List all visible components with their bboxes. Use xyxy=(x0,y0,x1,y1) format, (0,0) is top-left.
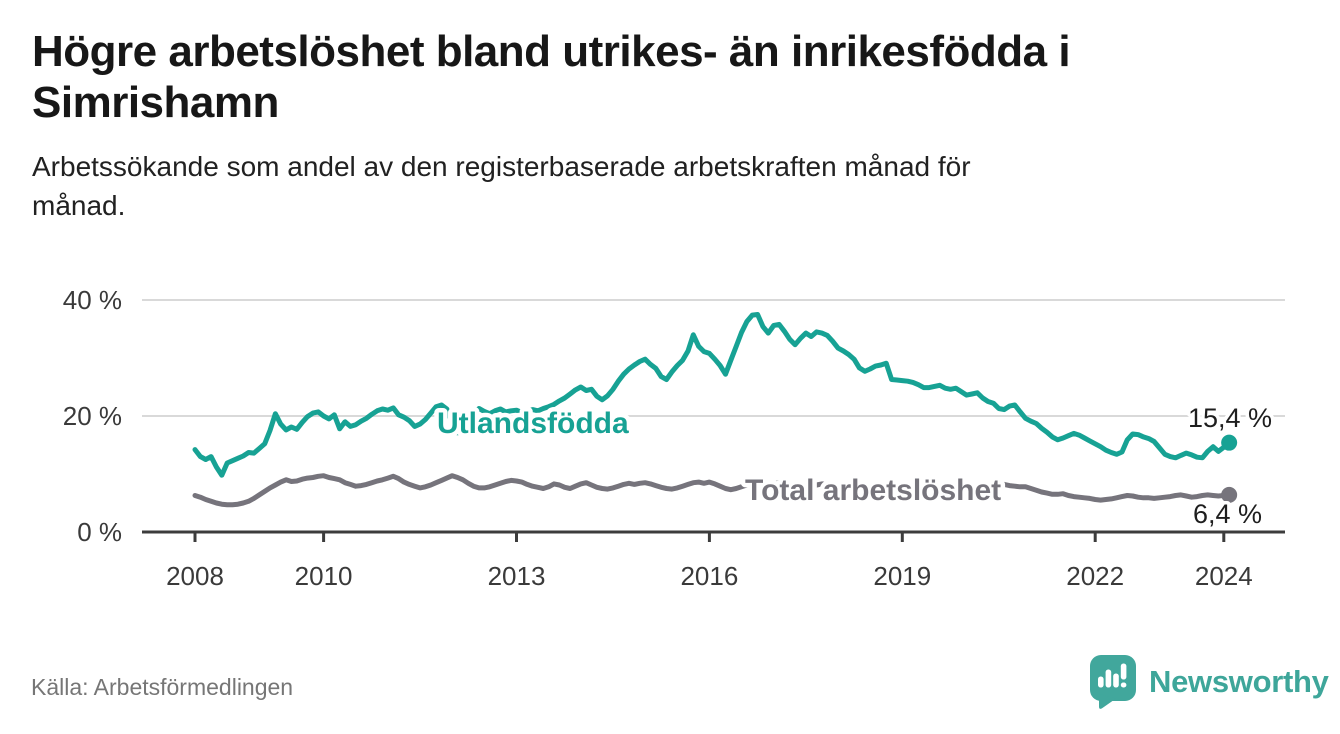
x-axis-label-2019: 2019 xyxy=(873,561,931,591)
y-axis-label-40: 40 % xyxy=(63,285,122,315)
x-axis-label-2008: 2008 xyxy=(166,561,224,591)
title-line-1: Högre arbetslöshet bland utrikes- än inr… xyxy=(32,27,1071,76)
series-line-utlandsfodda xyxy=(192,312,1232,478)
end-value-label-utlandsfodda: 15,4 % xyxy=(1188,403,1272,433)
end-dot-total xyxy=(1221,486,1238,503)
source-note: Källa: Arbetsförmedlingen xyxy=(31,674,294,700)
end-dot-utlandsfodda xyxy=(1221,434,1238,451)
end-value-label-total: 6,4 % xyxy=(1193,499,1262,529)
x-axis-label-2024: 2024 xyxy=(1195,561,1253,591)
chart-header: Högre arbetslöshet bland utrikes- än inr… xyxy=(32,26,1312,225)
y-axis-label-20: 20 % xyxy=(63,401,122,431)
newsworthy-logo-icon xyxy=(1090,655,1136,709)
subtitle-line-1: Arbetssökande som andel av den registerb… xyxy=(32,151,971,182)
page-title: Högre arbetslöshet bland utrikes- än inr… xyxy=(32,26,1312,128)
title-line-2: Simrishamn xyxy=(32,78,279,127)
series-label-utlandsfodda: Utlandsfödda xyxy=(437,407,629,440)
series-line-total xyxy=(192,473,1232,508)
x-axis-label-2022: 2022 xyxy=(1066,561,1124,591)
subtitle-line-2: månad. xyxy=(32,190,126,221)
newsworthy-wordmark: Newsworthy xyxy=(1149,664,1329,699)
x-axis-label-2016: 2016 xyxy=(680,561,738,591)
x-axis-label-2010: 2010 xyxy=(295,561,353,591)
newsworthy-logo: Newsworthy xyxy=(1088,652,1329,712)
logo-bar-chart-glyph xyxy=(1098,663,1127,688)
x-axis-label-2013: 2013 xyxy=(488,561,546,591)
y-axis-label-0: 0 % xyxy=(77,517,122,547)
chart-subtitle: Arbetssökande som andel av den registerb… xyxy=(32,147,1312,225)
series-label-total: Total arbetslöshet xyxy=(745,474,1001,507)
